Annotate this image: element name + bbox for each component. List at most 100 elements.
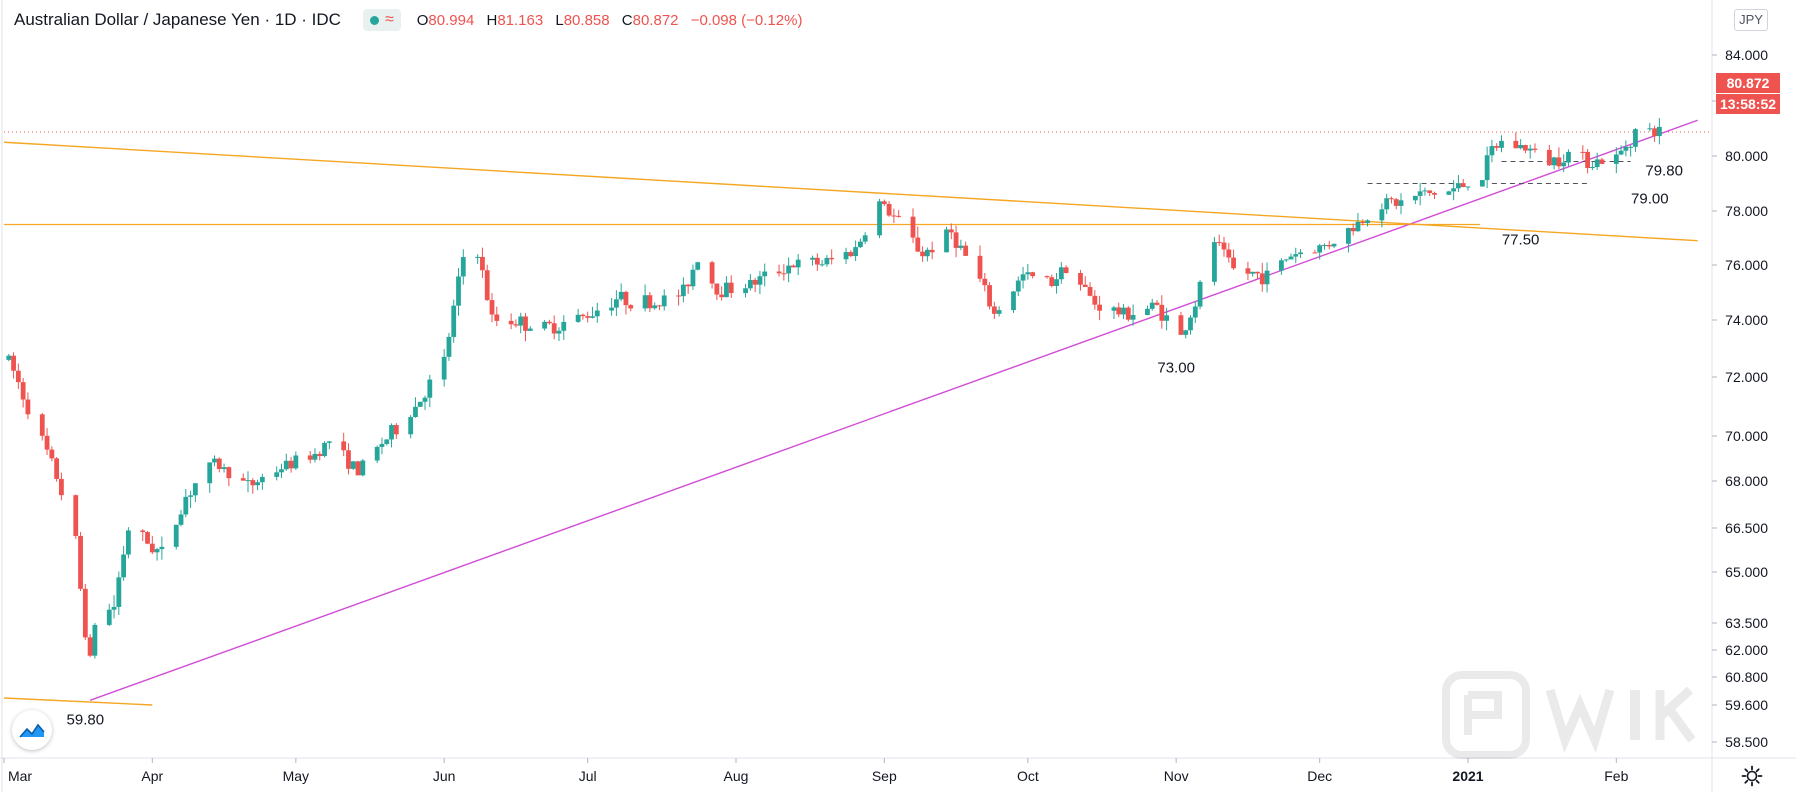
candle-body <box>374 446 380 461</box>
candle-body <box>944 229 949 253</box>
candle-body <box>695 262 701 270</box>
candle-body <box>910 216 916 238</box>
candle-body <box>580 314 586 317</box>
symbol-title[interactable]: Australian Dollar / Japanese Yen · 1D · … <box>14 10 341 29</box>
candle-body <box>288 460 294 469</box>
candle-body <box>1255 271 1260 274</box>
candle-body <box>1293 254 1299 257</box>
candle-body <box>250 480 256 486</box>
trendline-support[interactable] <box>89 119 1698 701</box>
candle-body <box>1020 274 1026 281</box>
candle-body <box>657 305 662 307</box>
market-status-pill[interactable]: ≈ <box>362 9 401 31</box>
candle-body <box>1589 167 1595 169</box>
price-tick-label: 58.500 <box>1725 734 1768 750</box>
candle-body <box>685 284 691 287</box>
candle-body <box>542 321 548 329</box>
candle-body <box>1494 146 1500 148</box>
candle-body <box>810 257 815 260</box>
candle-body <box>6 355 12 360</box>
candle-body <box>1365 220 1370 224</box>
candle-body <box>1226 249 1232 258</box>
tradingview-logo-icon[interactable] <box>12 710 52 750</box>
low-value: 80.858 <box>563 11 610 29</box>
candle-body <box>245 480 251 482</box>
currency-badge[interactable]: JPY <box>1734 9 1768 31</box>
candle-body <box>279 469 284 473</box>
candle-body <box>346 450 351 469</box>
candle-body <box>1044 276 1050 278</box>
high-label: H <box>486 11 498 29</box>
candle-body <box>121 554 127 578</box>
candle-body <box>1030 272 1036 277</box>
candle-body <box>1231 257 1236 269</box>
candle-body <box>178 514 184 525</box>
time-tick-label: Mar <box>8 768 32 784</box>
candle-body <box>417 401 423 407</box>
countdown-tag: 13:58:52 <box>1716 94 1780 114</box>
candle-body <box>991 306 997 314</box>
candle-body <box>1011 291 1016 311</box>
candle-body <box>987 285 992 307</box>
trendline-descending[interactable] <box>3 141 1698 242</box>
candle-body <box>680 284 686 297</box>
level-annotation: 73.00 <box>1157 360 1195 377</box>
candle-body <box>92 624 98 656</box>
candle-body <box>441 356 447 380</box>
candle-body <box>613 299 619 308</box>
candle-body <box>896 215 902 217</box>
candle-body <box>192 483 198 496</box>
candle-body <box>915 237 921 252</box>
high-value: 81.163 <box>497 11 544 29</box>
candle-body <box>1082 284 1088 287</box>
price-tick-label: 63.500 <box>1725 615 1768 631</box>
candle-body <box>54 458 60 479</box>
candle-body <box>953 232 959 248</box>
candle-body <box>1259 273 1265 285</box>
candle-body <box>791 265 796 268</box>
candle-body <box>255 482 260 486</box>
candle-body <box>1054 279 1059 286</box>
candle-body <box>556 330 562 334</box>
candle-body <box>647 295 653 309</box>
candle-body <box>1633 129 1638 147</box>
settings-gear-icon[interactable] <box>1740 764 1764 788</box>
candle-body <box>1154 302 1160 305</box>
candle-body <box>829 257 835 260</box>
candle-body <box>690 269 696 287</box>
candle-body <box>149 543 155 553</box>
time-tick-label: Aug <box>724 768 749 784</box>
watermark-logo-icon <box>1442 671 1696 759</box>
candle-body <box>752 279 758 285</box>
candle-body <box>518 316 524 326</box>
candle-body <box>920 251 925 257</box>
candle-body <box>1456 183 1461 189</box>
trendline-low-line[interactable] <box>3 697 153 706</box>
candle-body <box>1513 140 1519 149</box>
candle-body <box>226 467 232 479</box>
candle-body <box>1322 245 1327 247</box>
candle-body <box>728 282 734 294</box>
candle-body <box>341 441 347 451</box>
candle-body <box>523 316 528 331</box>
candle-body <box>1063 267 1069 274</box>
candle-body <box>1283 259 1289 261</box>
candle-body <box>39 414 45 436</box>
candle-body <box>413 406 418 418</box>
candle-body <box>82 588 88 638</box>
price-tick-label: 66.500 <box>1725 520 1768 536</box>
candle-body <box>116 577 122 607</box>
candle-body <box>1451 188 1457 192</box>
candle-body <box>1178 315 1184 335</box>
candle-body <box>1350 227 1356 232</box>
candle-body <box>59 478 64 496</box>
candle-body <box>489 300 495 315</box>
candle-body <box>1092 295 1098 305</box>
time-tick-label: Oct <box>1017 768 1039 784</box>
candle-body <box>757 276 763 285</box>
candle-body <box>422 397 428 402</box>
candle-body <box>1432 192 1437 195</box>
candle-body <box>87 637 93 656</box>
candle-body <box>384 439 390 444</box>
